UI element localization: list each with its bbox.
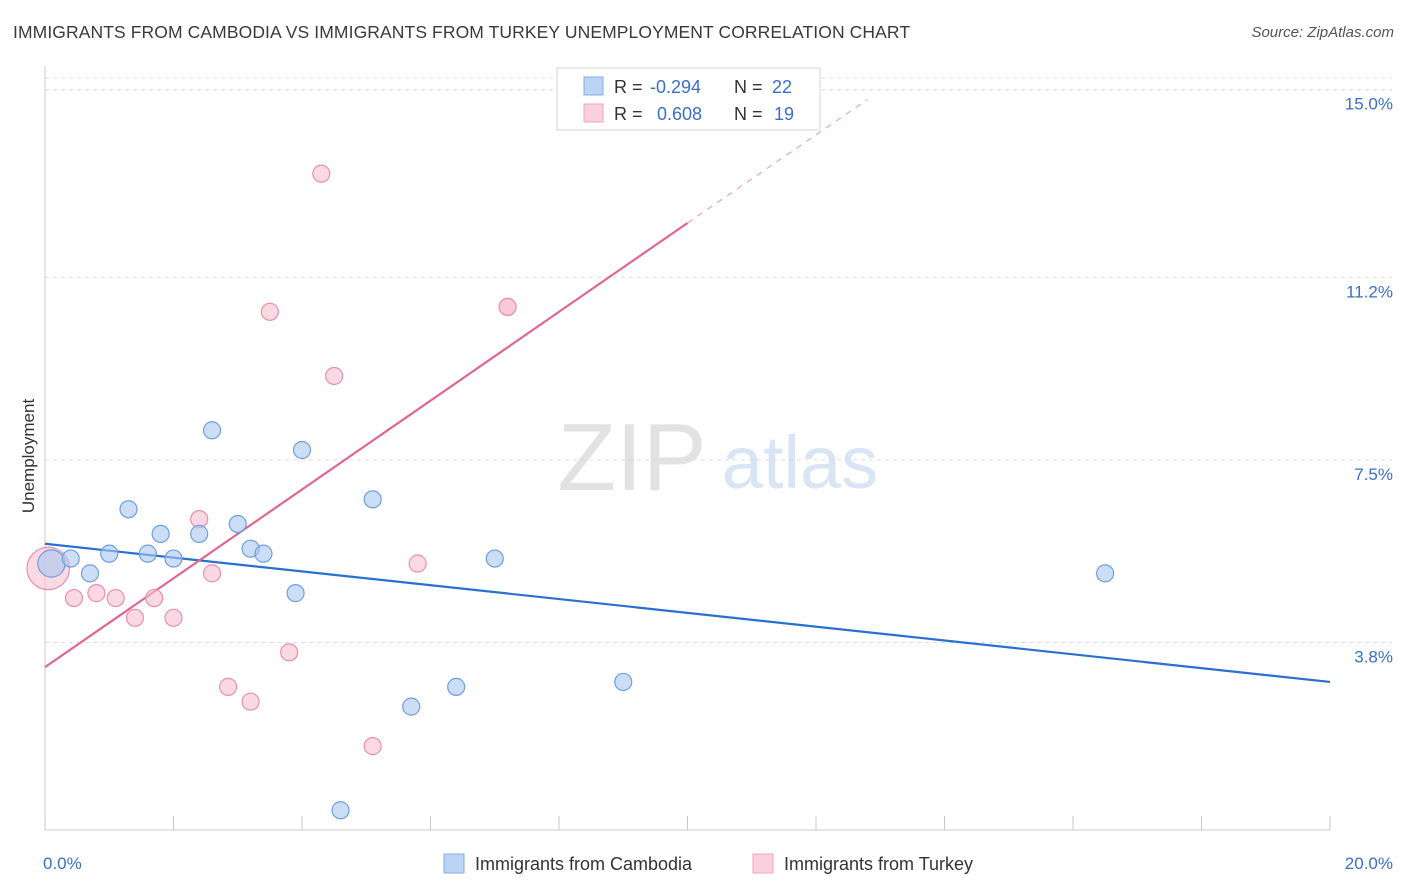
data-point-cambodia bbox=[202, 421, 222, 440]
legend-swatch-cambodia bbox=[583, 76, 604, 96]
trend-lines bbox=[44, 99, 1331, 684]
data-point-turkey bbox=[125, 608, 145, 627]
series-legend-label-cambodia: Immigrants from Cambodia bbox=[475, 854, 693, 874]
data-point-turkey bbox=[498, 297, 517, 316]
watermark: ZIP atlas bbox=[557, 404, 878, 511]
data-points bbox=[26, 164, 1115, 820]
y-tick-label: 15.0% bbox=[1345, 95, 1393, 114]
data-point-cambodia bbox=[164, 549, 183, 568]
source-credit: Source: ZipAtlas.com bbox=[1251, 24, 1394, 41]
data-point-turkey bbox=[260, 302, 279, 321]
series-legend-swatch-turkey bbox=[752, 853, 774, 874]
data-point-turkey bbox=[202, 564, 222, 583]
data-point-cambodia bbox=[228, 514, 247, 534]
legend-r-value-turkey: 0.608 bbox=[657, 104, 702, 124]
watermark-zip: ZIP bbox=[557, 404, 706, 511]
data-point-turkey bbox=[87, 584, 106, 603]
data-point-cambodia bbox=[80, 564, 100, 583]
y-tick-label: 11.2% bbox=[1346, 282, 1393, 301]
legend-r-label-cambodia: R = bbox=[614, 77, 643, 97]
data-point-cambodia bbox=[363, 490, 382, 509]
data-point-cambodia bbox=[37, 549, 66, 578]
data-point-cambodia bbox=[190, 524, 209, 543]
data-point-cambodia bbox=[614, 672, 633, 692]
data-point-cambodia bbox=[61, 549, 80, 568]
correlation-legend: R = -0.294 N = 22 R = 0.608 N = 19 bbox=[556, 67, 821, 131]
data-point-turkey bbox=[280, 643, 299, 662]
data-point-turkey bbox=[325, 366, 344, 386]
y-tick-label: 7.5% bbox=[1354, 465, 1393, 484]
data-point-turkey bbox=[106, 588, 125, 608]
y-axis-label: Unemployment bbox=[19, 399, 38, 514]
data-point-cambodia bbox=[485, 549, 504, 568]
chart-title: IMMIGRANTS FROM CAMBODIA VS IMMIGRANTS F… bbox=[13, 22, 911, 42]
x-tick-labels: 0.0% 20.0% bbox=[43, 854, 1393, 873]
y-tick-label: 3.8% bbox=[1354, 647, 1393, 666]
legend-r-value-cambodia: -0.294 bbox=[650, 77, 701, 97]
data-point-cambodia bbox=[292, 440, 312, 460]
legend-n-label-cambodia: N = bbox=[734, 77, 763, 97]
trend-line-cambodia bbox=[44, 542, 1331, 684]
series-legend-swatch-cambodia bbox=[443, 853, 465, 874]
watermark-atlas: atlas bbox=[722, 421, 878, 504]
data-point-turkey bbox=[145, 588, 164, 608]
series-legend-label-turkey: Immigrants from Turkey bbox=[784, 854, 973, 874]
axes bbox=[44, 66, 1331, 831]
x-tick-label: 0.0% bbox=[43, 854, 82, 873]
trend-line-extension-turkey bbox=[687, 99, 868, 224]
data-point-cambodia bbox=[100, 544, 119, 563]
data-point-cambodia bbox=[447, 677, 466, 696]
legend-swatch-turkey bbox=[583, 103, 604, 123]
x-tick-label: 20.0% bbox=[1345, 854, 1393, 873]
grid-lines bbox=[45, 77, 1392, 643]
data-point-cambodia bbox=[254, 544, 273, 563]
data-point-cambodia bbox=[402, 697, 421, 716]
data-point-turkey bbox=[241, 692, 260, 711]
data-point-cambodia bbox=[119, 500, 138, 519]
data-point-turkey bbox=[64, 588, 84, 608]
y-tick-labels: 3.8% 7.5% 11.2% 15.0% bbox=[1345, 95, 1393, 667]
legend-n-value-turkey: 19 bbox=[774, 104, 794, 124]
data-point-cambodia bbox=[331, 801, 350, 820]
legend-r-label-turkey: R = bbox=[614, 104, 643, 124]
legend-n-value-cambodia: 22 bbox=[772, 77, 792, 97]
data-point-turkey bbox=[408, 554, 427, 573]
data-point-cambodia bbox=[151, 524, 170, 543]
legend-n-label-turkey: N = bbox=[734, 104, 763, 124]
data-point-turkey bbox=[312, 164, 331, 183]
data-point-cambodia bbox=[286, 584, 305, 603]
data-point-turkey bbox=[164, 608, 183, 627]
series-legend: Immigrants from Cambodia Immigrants from… bbox=[443, 853, 973, 874]
data-point-cambodia bbox=[1096, 564, 1115, 583]
data-point-cambodia bbox=[138, 544, 157, 563]
data-point-turkey bbox=[363, 737, 382, 756]
data-point-turkey bbox=[219, 677, 238, 696]
